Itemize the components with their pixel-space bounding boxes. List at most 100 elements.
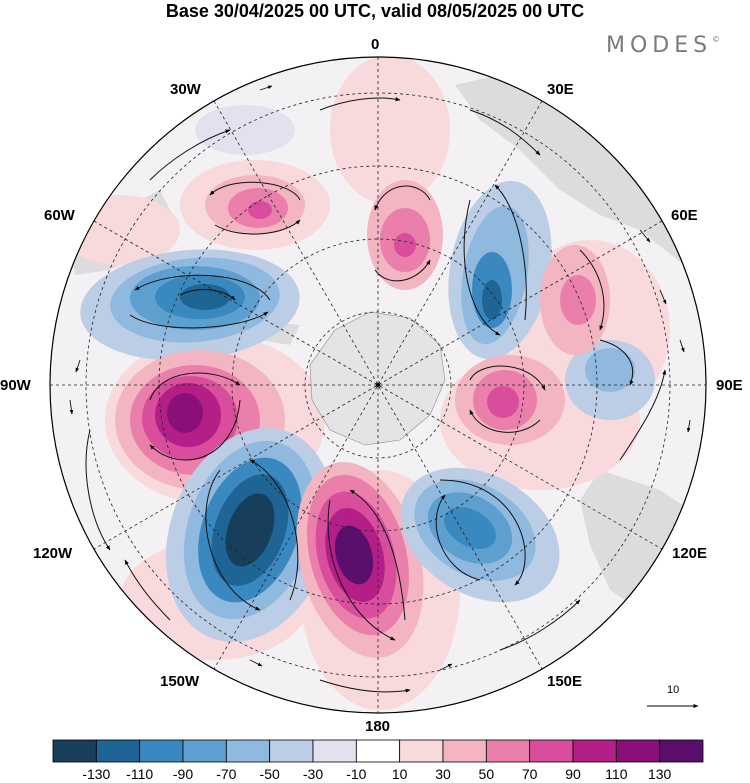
lon-label-60e: 60E — [671, 207, 698, 224]
wind-arrow — [435, 494, 481, 581]
wind-arrow — [639, 229, 651, 243]
wind-arrow — [214, 219, 301, 235]
wind-arrow — [99, 599, 109, 611]
colorbar-tick-label: 130 — [647, 766, 672, 782]
brand-name: MODES — [606, 33, 713, 58]
anomaly-neg-se-max — [444, 507, 496, 549]
colorbar-swatch — [182, 739, 227, 763]
colorbar-tick-label: -50 — [259, 766, 280, 782]
map-boundary — [49, 56, 707, 714]
wind-arrow — [75, 359, 81, 373]
meridian-60e-120w — [93, 220, 663, 550]
anomaly-pos-e2-core — [487, 386, 519, 418]
wind-arrow — [579, 249, 605, 331]
wind-arrow — [374, 185, 431, 211]
brand-copyright-mark: © — [712, 35, 721, 44]
lon-label-180: 180 — [365, 718, 391, 735]
colorbar-swatch — [485, 739, 531, 763]
lon-label-30w: 30W — [170, 81, 201, 98]
anomaly-pos-north — [330, 57, 450, 205]
reference-vector-label: 10 — [667, 684, 680, 696]
wind-arrow — [249, 659, 263, 667]
lon-label-90e: 90E — [716, 377, 743, 394]
map-disk — [50, 57, 706, 713]
colorbar-tick-label: 30 — [435, 766, 451, 782]
anomaly-neg-nw-weak — [195, 105, 295, 155]
wind-arrow — [463, 199, 501, 336]
anomaly-pos-n-max — [394, 233, 416, 257]
modes-logo: MODES© — [606, 33, 720, 58]
wind-arrow — [259, 85, 273, 91]
africa-land — [455, 70, 706, 270]
anomaly-pos-w-max — [167, 393, 203, 433]
anomaly-neg-sw-max — [225, 493, 275, 567]
wind-arrow — [85, 429, 111, 551]
wind-arrow — [439, 479, 526, 586]
colorbar-swatch — [52, 739, 97, 763]
colorbar-swatch — [399, 739, 444, 763]
colorbar-tick-label: 70 — [521, 766, 538, 782]
wind-arrow — [469, 109, 541, 156]
wind-arrow — [124, 559, 171, 621]
wind-streamlines — [85, 97, 667, 693]
wind-arrow — [686, 419, 691, 433]
colorbar-swatch — [572, 739, 617, 763]
lon-label-120e: 120E — [672, 545, 708, 562]
wind-arrow — [149, 372, 241, 401]
wind-arrow — [659, 289, 667, 305]
colorbar-swatch — [355, 739, 401, 763]
colorbar-swatch — [95, 739, 141, 763]
south-pole-marker — [376, 383, 380, 387]
lon-label-150e: 150E — [547, 673, 583, 690]
wind-arrow — [209, 181, 301, 201]
wind-arrow — [619, 369, 667, 461]
wind-arrow — [499, 599, 581, 651]
colorbar-swatch — [442, 739, 487, 763]
lon-label-120w: 120W — [33, 545, 73, 562]
colorbar — [52, 739, 704, 763]
colorbar-swatch — [225, 739, 271, 763]
colorbar-tick-label: -70 — [216, 766, 237, 782]
wind-arrow — [599, 339, 634, 386]
wind-arrow — [319, 97, 401, 111]
wind-arrow — [469, 409, 541, 433]
wind-arrow — [129, 311, 269, 329]
wind-arrow — [134, 274, 271, 301]
antarctica-land — [309, 311, 446, 446]
wind-arrow — [679, 339, 685, 353]
anomaly-neg-east-core — [585, 348, 635, 392]
colorbar-swatch — [529, 739, 574, 763]
colorbar-tick-label: 50 — [478, 766, 495, 782]
wind-arrow — [179, 289, 236, 301]
meridian-30e-150w — [213, 100, 543, 670]
colorbar-swatch — [659, 739, 704, 763]
colorbar-tick-label: -110 — [126, 766, 154, 782]
wind-arrow — [349, 489, 406, 621]
colorbar-swatch — [269, 739, 314, 763]
anomaly-neg-ne-max — [482, 280, 502, 320]
wind-arrow — [149, 399, 241, 461]
wind-arrow — [469, 365, 546, 391]
colorbar-tick-label: 110 — [605, 766, 628, 782]
wind-arrow — [559, 99, 571, 109]
anomaly-pos-s-max — [334, 525, 374, 585]
colorbar-tick-label: 10 — [391, 766, 408, 782]
colorbar-swatch — [312, 739, 357, 763]
anomaly-pos-nw-max — [248, 201, 272, 219]
colorbar-tick-label: 90 — [565, 766, 581, 782]
colorbar-swatch — [615, 739, 661, 763]
map-title: Base 30/04/2025 00 UTC, valid 08/05/2025… — [165, 1, 585, 21]
colorbar-tick-label: -10 — [346, 766, 367, 782]
wind-arrow — [439, 663, 453, 671]
wind-arrow — [149, 129, 231, 181]
lon-label-150w: 150W — [160, 673, 200, 690]
colorbar-tick-label: -30 — [302, 766, 324, 782]
meridian-30w-150e — [213, 100, 543, 670]
wind-arrow — [69, 399, 74, 415]
anomaly-neg-w-max — [180, 284, 230, 310]
anomaly-pos-e-core — [560, 275, 596, 325]
wind-arrow — [327, 499, 396, 641]
colorbar-tick-label: -90 — [172, 766, 194, 782]
wind-arrow — [494, 184, 527, 321]
